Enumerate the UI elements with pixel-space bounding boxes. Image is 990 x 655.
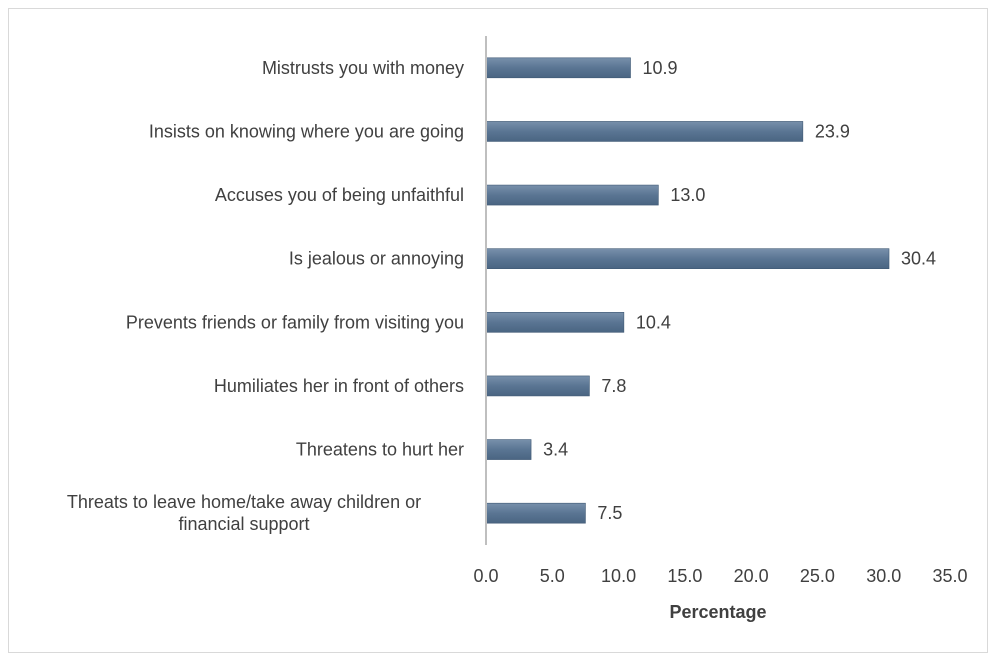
bar [485,248,890,269]
value-label: 23.9 [815,121,850,141]
x-tick-label: 15.0 [667,566,702,586]
category-label: Threats to leave home/take away children… [67,492,421,534]
x-tick-label: 25.0 [800,566,835,586]
category-label: Threatens to hurt her [296,440,464,460]
value-labels: 10.9 23.9 13.0 30.4 10.4 7.8 3.4 7.5 [543,58,936,523]
bar [485,502,586,524]
category-label: Humiliates her in front of others [214,376,464,396]
value-label: 30.4 [901,249,936,269]
x-tick-label: 0.0 [473,566,498,586]
x-axis-title: Percentage [669,602,766,622]
value-label: 7.5 [597,503,622,523]
category-label: Is jealous or annoying [289,249,464,269]
x-tick-labels: 0.0 5.0 10.0 15.0 20.0 25.0 30.0 35.0 [473,566,967,586]
category-label: Prevents friends or family from visiting… [126,312,464,332]
bars-layer [485,57,890,524]
x-tick-label: 5.0 [540,566,565,586]
category-label: Mistrusts you with money [262,58,464,78]
x-tick-label: 20.0 [734,566,769,586]
value-label: 3.4 [543,440,568,460]
bar [485,57,631,79]
category-labels: Mistrusts you with money Insists on knowi… [67,58,464,534]
value-label: 10.4 [636,312,671,332]
x-tick-label: 10.0 [601,566,636,586]
category-label: Insists on knowing where you are going [149,121,464,141]
bar [485,312,625,333]
category-label: Accuses you of being unfaithful [215,185,464,205]
x-tick-label: 35.0 [932,566,967,586]
bar [485,375,590,397]
bar [485,121,804,142]
value-label: 13.0 [670,185,705,205]
bar [485,184,659,206]
x-tick-label: 30.0 [866,566,901,586]
bar [485,439,532,460]
value-label: 7.8 [601,376,626,396]
value-label: 10.9 [643,58,678,78]
